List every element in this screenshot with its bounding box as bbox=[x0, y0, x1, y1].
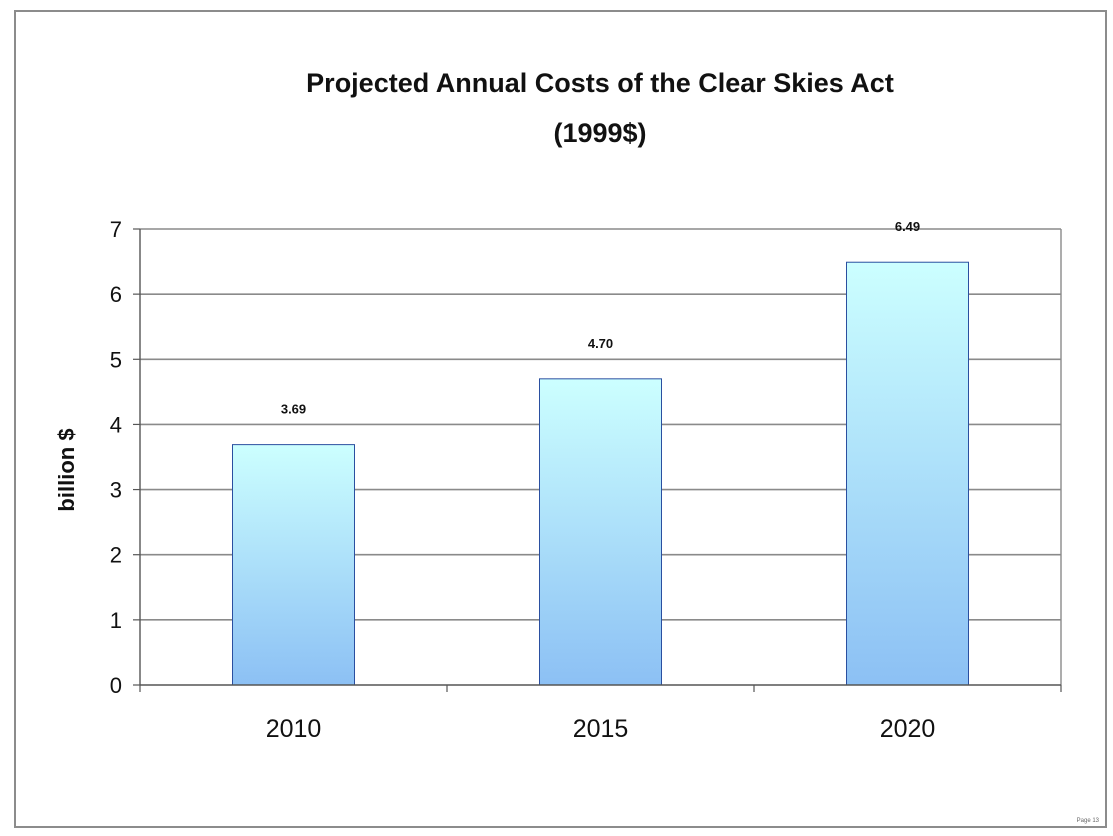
chart-title: Projected Annual Costs of the Clear Skie… bbox=[306, 68, 894, 98]
y-tick-label: 3 bbox=[110, 478, 122, 503]
y-tick-label: 4 bbox=[110, 412, 122, 437]
page-credit: Page 13 bbox=[1077, 818, 1100, 824]
x-category-label: 2020 bbox=[880, 715, 936, 743]
x-category-label: 2010 bbox=[266, 715, 322, 743]
y-tick-label: 2 bbox=[110, 543, 122, 568]
x-category-label: 2015 bbox=[573, 715, 629, 743]
y-tick-label: 5 bbox=[110, 347, 122, 372]
data-label: 3.69 bbox=[281, 402, 306, 417]
y-tick-label: 0 bbox=[110, 673, 122, 698]
bar bbox=[539, 378, 662, 686]
chart-frame: Projected Annual Costs of the Clear Skie… bbox=[14, 10, 1107, 828]
y-axis-label: billion $ bbox=[54, 428, 79, 511]
y-tick-label: 7 bbox=[110, 217, 122, 242]
axes bbox=[133, 228, 1062, 692]
data-label: 6.49 bbox=[895, 219, 920, 234]
labels: 0 1 2 3 4 5 6 7 3.69 2010 4.70 2015 6.49 2020 bbox=[110, 217, 936, 743]
bar bbox=[232, 444, 355, 686]
bar bbox=[846, 261, 969, 686]
y-tick-label: 1 bbox=[110, 608, 122, 633]
bar-chart: Projected Annual Costs of the Clear Skie… bbox=[54, 68, 1100, 824]
chart-subtitle: (1999$) bbox=[553, 118, 646, 148]
y-tick-label: 6 bbox=[110, 282, 122, 307]
data-label: 4.70 bbox=[588, 336, 613, 351]
bars bbox=[232, 261, 969, 686]
